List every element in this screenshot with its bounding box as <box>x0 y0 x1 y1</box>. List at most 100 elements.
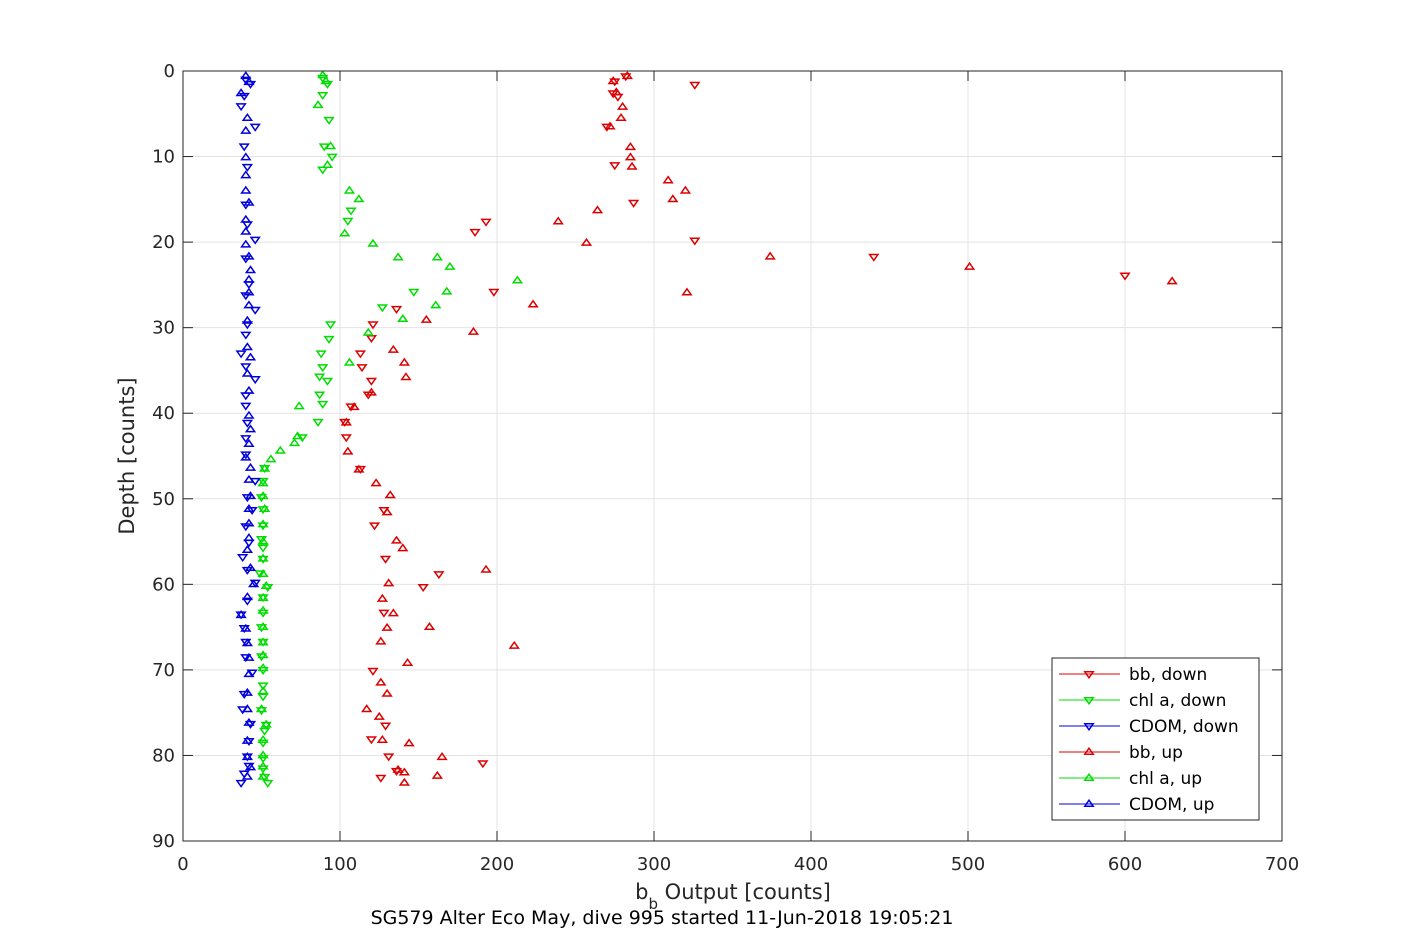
data-point <box>610 87 622 96</box>
series-bb-up <box>340 71 1178 786</box>
data-point <box>243 300 255 309</box>
data-point <box>235 350 247 359</box>
y-tick-label: 80 <box>152 745 175 766</box>
data-point <box>240 239 252 248</box>
data-point <box>340 434 352 443</box>
data-point <box>469 228 481 237</box>
y-tick-label: 20 <box>152 232 175 253</box>
data-point <box>241 735 254 744</box>
data-point <box>257 553 269 562</box>
data-point <box>240 71 252 80</box>
data-point <box>431 770 443 779</box>
data-point <box>238 143 250 152</box>
y-axis-ticks: 0 10 20 30 40 50 60 70 80 90 <box>152 61 1282 852</box>
data-point <box>260 721 272 730</box>
data-point <box>243 717 255 726</box>
data-point <box>241 638 254 647</box>
data-point <box>240 452 252 461</box>
data-point <box>423 622 436 631</box>
data-point <box>317 70 329 79</box>
legend-label: CDOM, down <box>1129 717 1239 737</box>
data-point <box>616 101 629 110</box>
x-axis-label-rest: Output [counts] <box>658 880 831 904</box>
data-point <box>265 454 277 463</box>
data-point <box>367 321 379 330</box>
data-point <box>375 636 387 645</box>
figure-caption: SG579 Alter Eco May, dive 995 started 11… <box>371 907 954 929</box>
data-point <box>243 274 255 283</box>
data-point <box>321 80 334 89</box>
data-point <box>624 152 637 161</box>
data-point <box>342 446 354 455</box>
data-point <box>257 755 269 764</box>
data-point <box>381 507 393 516</box>
x-axis-label-main: b <box>635 880 648 904</box>
data-point <box>376 304 389 313</box>
data-point <box>552 216 564 225</box>
data-point <box>240 214 252 223</box>
data-point <box>689 237 701 246</box>
data-point <box>662 175 674 184</box>
data-point <box>258 727 271 736</box>
data-point <box>604 121 616 130</box>
data-point <box>243 287 255 296</box>
data-point <box>681 287 693 296</box>
data-point <box>342 217 354 226</box>
data-point <box>354 350 367 359</box>
data-point <box>384 490 396 499</box>
data-point <box>240 363 252 372</box>
data-point <box>392 764 404 773</box>
data-point <box>238 625 250 634</box>
data-point <box>361 704 373 713</box>
x-tick-label: 100 <box>323 854 357 875</box>
data-point <box>249 579 261 588</box>
data-point <box>257 771 269 780</box>
data-point <box>764 251 776 260</box>
data-point <box>362 327 374 336</box>
data-point <box>235 103 247 112</box>
data-point <box>244 352 257 361</box>
data-point <box>288 438 301 447</box>
data-point <box>249 236 261 245</box>
data-point <box>345 207 357 216</box>
data-point <box>240 125 252 134</box>
legend-marker <box>1083 697 1095 706</box>
data-point <box>368 522 381 531</box>
legend-marker <box>1083 723 1095 732</box>
data-point <box>257 605 269 614</box>
data-point <box>433 571 445 580</box>
data-point <box>627 199 640 208</box>
data-point <box>383 578 395 587</box>
data-point <box>243 438 255 447</box>
x-tick-label: 600 <box>1108 854 1142 875</box>
data-point <box>343 357 356 366</box>
data-point <box>241 112 254 122</box>
data-point <box>317 92 329 101</box>
data-point <box>237 554 249 563</box>
y-tick-label: 50 <box>152 489 175 510</box>
data-point <box>480 218 492 227</box>
data-point <box>241 592 254 601</box>
data-point <box>356 364 368 373</box>
data-point <box>398 357 411 366</box>
series-cdom-up <box>235 71 260 780</box>
data-point <box>246 669 258 678</box>
data-point <box>258 463 271 472</box>
data-point <box>324 141 337 150</box>
data-point <box>480 564 492 573</box>
data-point <box>609 162 621 171</box>
data-point <box>240 623 252 632</box>
data-point <box>258 503 271 512</box>
legend-marker <box>1083 746 1095 755</box>
legend-entry: chl a, down <box>1059 691 1226 711</box>
data-point <box>274 445 286 454</box>
data-point <box>257 761 269 770</box>
data-point <box>403 738 415 747</box>
data-point <box>379 555 392 564</box>
data-point <box>353 464 365 473</box>
data-point <box>383 753 395 762</box>
y-tick-label: 40 <box>152 403 175 424</box>
data-point <box>317 364 329 373</box>
data-point <box>241 597 254 606</box>
data-point <box>387 344 400 353</box>
